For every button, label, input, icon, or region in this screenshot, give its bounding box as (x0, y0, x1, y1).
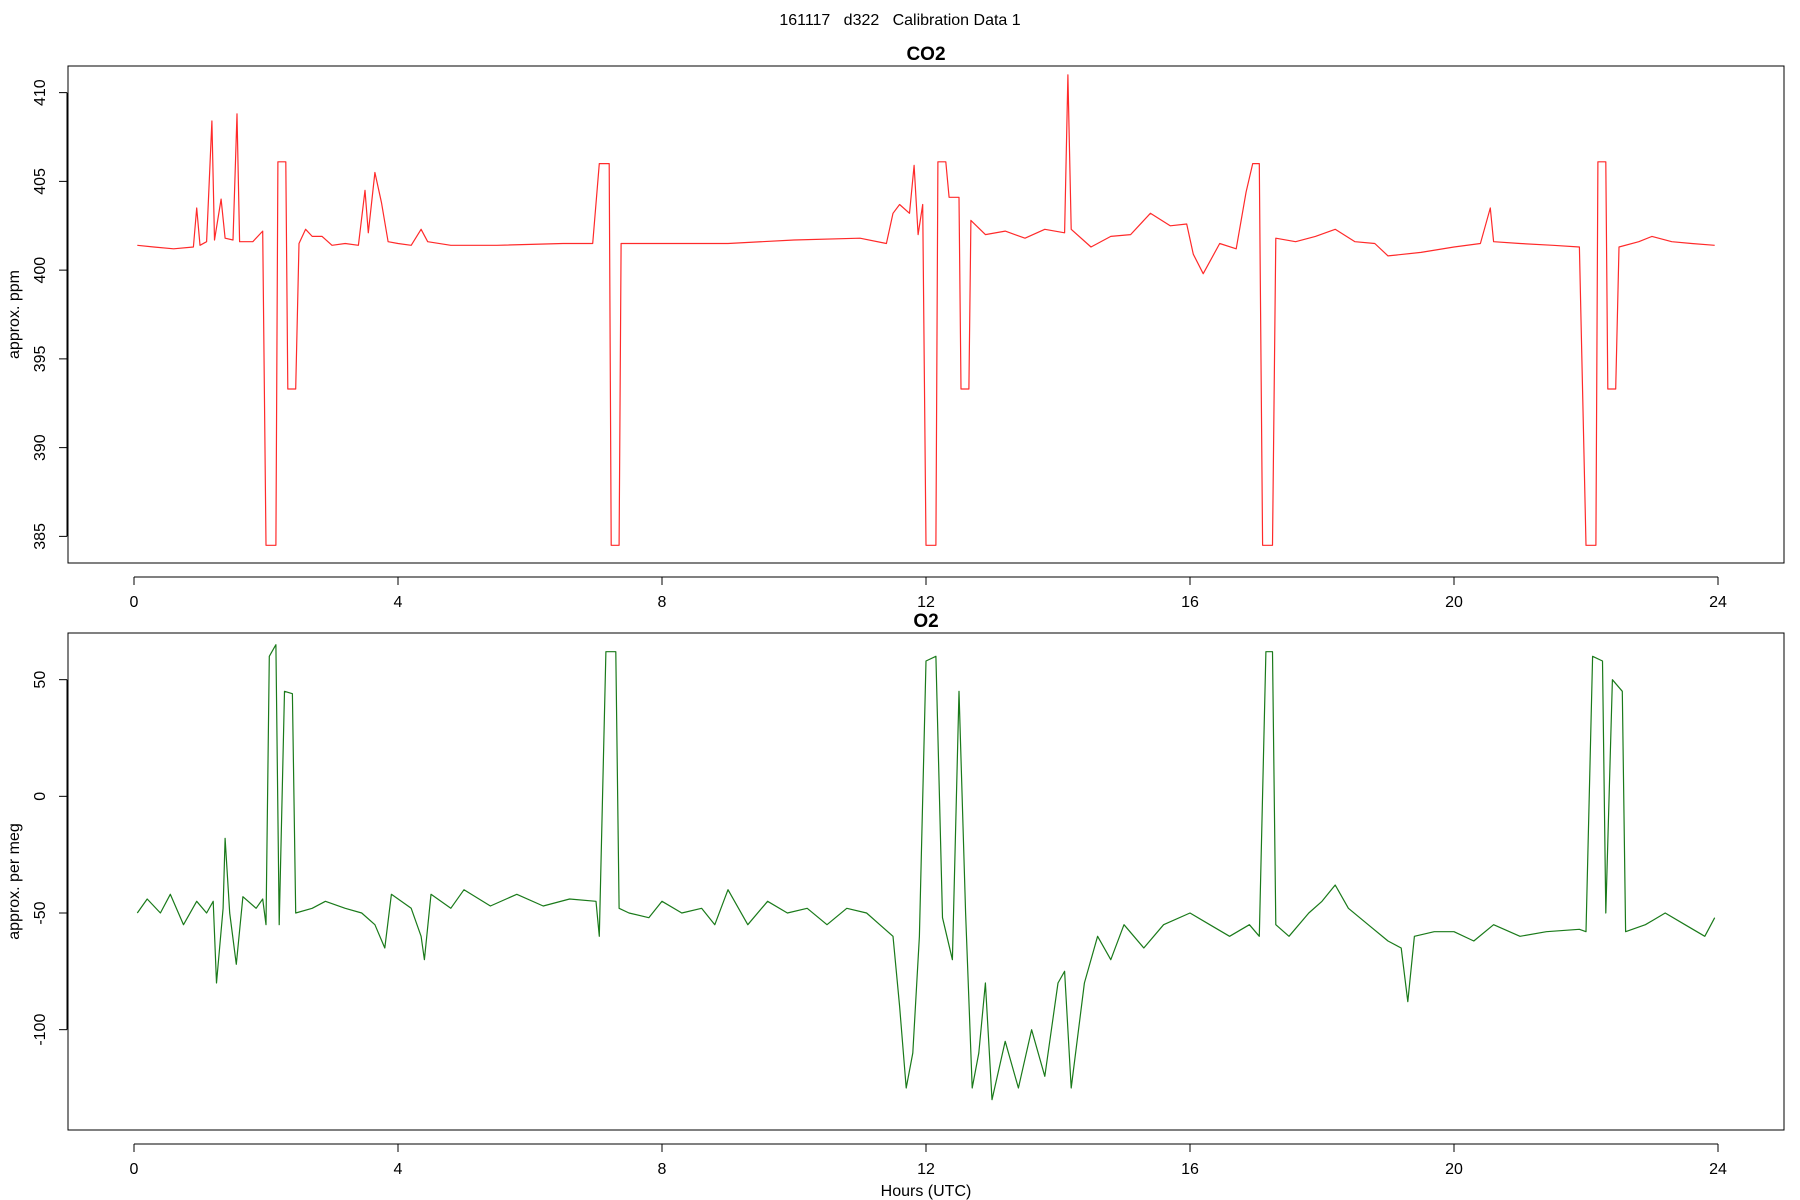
co2-y-tick-label: 405 (32, 168, 49, 195)
o2-x-tick-label: 20 (1445, 1161, 1463, 1178)
o2-plot-frame (67, 632, 1785, 1131)
o2-chart-title: O2 (913, 611, 938, 632)
o2-x-tick-label: 16 (1181, 1161, 1199, 1178)
co2-x-tick-label: 12 (917, 594, 935, 611)
co2-y-axis-label: approx. ppm (6, 270, 23, 359)
o2-x-tick-label: 12 (917, 1161, 935, 1178)
o2-x-tick-label: 24 (1709, 1161, 1727, 1178)
co2-x-tick-label: 0 (130, 594, 139, 611)
co2-chart-title: CO2 (906, 44, 945, 65)
co2-y-tick-label: 395 (32, 345, 49, 372)
co2-y-tick-label: 385 (32, 523, 49, 550)
o2-x-tick-label: 8 (658, 1161, 667, 1178)
co2-x-tick-label: 8 (658, 594, 667, 611)
o2-series-line (136, 644, 1716, 1101)
o2-x-axis-label: Hours (UTC) (881, 1183, 972, 1200)
co2-series-line (137, 74, 1715, 546)
o2-y-tick-label: 0 (32, 792, 49, 801)
co2-x-tick-label: 24 (1709, 594, 1727, 611)
co2-plot-frame (67, 65, 1785, 564)
o2-x-tick-label: 4 (394, 1161, 403, 1178)
co2-x-tick-label: 4 (394, 594, 403, 611)
o2-y-tick-label: -100 (32, 1014, 49, 1046)
co2-y-tick-label: 390 (32, 434, 49, 461)
co2-y-tick-label: 400 (32, 257, 49, 284)
figure-title: 161117 d322 Calibration Data 1 (779, 12, 1021, 29)
co2-x-tick-label: 20 (1445, 594, 1463, 611)
co2-x-tick-label: 16 (1181, 594, 1199, 611)
o2-x-tick-label: 0 (130, 1161, 139, 1178)
o2-y-tick-label: 50 (32, 671, 49, 689)
co2-y-tick-label: 410 (32, 79, 49, 106)
o2-y-axis-label: approx. per meg (6, 823, 23, 940)
o2-y-tick-label: -50 (32, 901, 49, 924)
